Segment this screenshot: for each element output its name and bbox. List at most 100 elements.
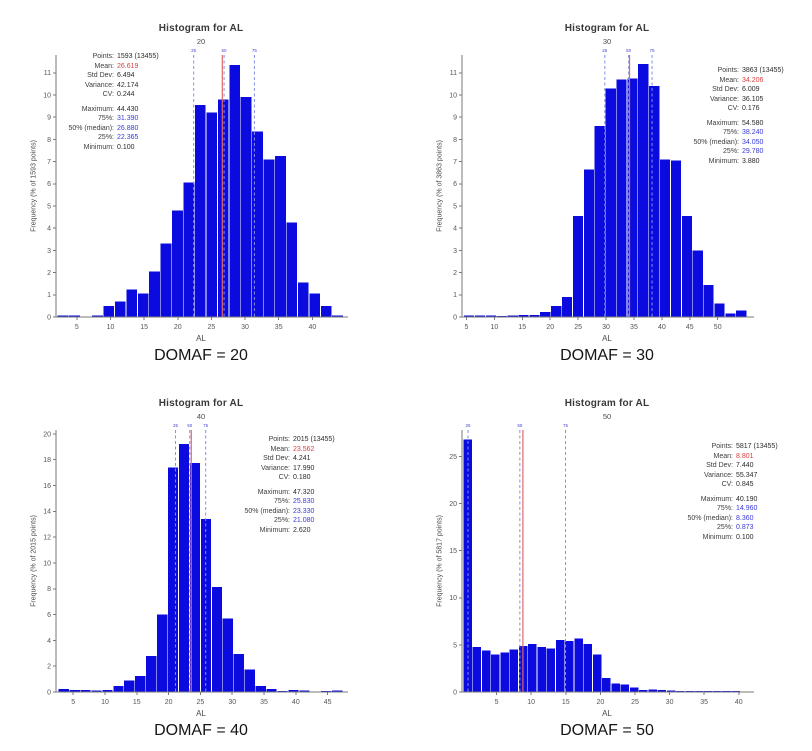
histogram-bar: [611, 683, 620, 692]
stat-value: 1593 (13455): [117, 53, 159, 60]
stat-label: Mean:: [713, 452, 733, 460]
histogram-bar: [200, 519, 212, 692]
y-tick-label: 9: [47, 115, 51, 122]
histogram-bar: [266, 688, 277, 692]
stat-row: Points: 5817 (13455): [677, 442, 778, 452]
quartile-marker-label: 50: [222, 48, 228, 53]
stat-value: 25.830: [293, 498, 315, 506]
histogram-bar: [602, 677, 611, 692]
stat-row: Variance: 42.174: [58, 81, 159, 91]
y-tick-label: 11: [44, 70, 51, 77]
histogram-bar: [594, 126, 605, 317]
stat-label: 25%:: [723, 148, 739, 156]
panel-caption: DOMAF = 50: [560, 722, 654, 739]
stat-value: 14.960: [736, 505, 758, 513]
histogram-bar: [572, 215, 584, 317]
histogram-bar: [670, 160, 682, 317]
stat-value: 3863 (13455): [742, 67, 784, 74]
stat-label: 25%:: [717, 524, 733, 532]
stat-value: 31.390: [117, 115, 139, 123]
histogram-bar: [592, 654, 602, 692]
histogram-bar: [297, 282, 309, 317]
histogram-bar: [103, 305, 115, 317]
histogram-bar: [332, 315, 343, 317]
x-tick-label: 10: [527, 699, 535, 706]
histogram-bar: [659, 159, 671, 317]
histogram-bar: [149, 271, 160, 317]
histogram-bar: [518, 315, 529, 317]
y-tick-label: 2: [47, 270, 51, 277]
stat-value: 0.100: [736, 533, 754, 541]
stat-row: Minimum: 2.620: [234, 526, 335, 536]
stat-row: 50% (median): 26.880: [58, 124, 159, 134]
stat-label: 75%:: [717, 505, 733, 513]
stat-value: 55.347: [736, 471, 758, 479]
stat-label: 75%:: [274, 498, 290, 506]
y-tick-label: 4: [47, 638, 51, 645]
x-tick-label: 10: [107, 324, 115, 331]
x-tick-label: 30: [602, 324, 610, 331]
y-tick-label: 14: [43, 509, 51, 516]
histogram-bar: [649, 86, 660, 317]
panel-caption: DOMAF = 40: [154, 722, 248, 739]
histogram-bar: [69, 690, 80, 692]
stat-value: 17.990: [293, 464, 315, 472]
stat-row: 75%: 14.960: [677, 504, 778, 514]
y-tick-label: 3: [453, 248, 457, 255]
x-tick-label: 50: [714, 324, 722, 331]
stat-label: 75%:: [723, 129, 739, 137]
histogram-bar: [509, 649, 519, 692]
histogram-bar: [252, 131, 263, 317]
histogram-bar: [657, 690, 667, 692]
x-tick-label: 20: [165, 699, 173, 706]
stat-row: Std Dev: 6.009: [683, 85, 784, 95]
histogram-bar: [562, 297, 573, 317]
stat-value: 34.050: [742, 138, 764, 146]
histogram-bar: [616, 79, 627, 317]
quartile-marker-label: 75: [203, 423, 209, 428]
stat-value: 21.080: [293, 517, 315, 525]
chart-subtitle: 40: [196, 412, 206, 421]
y-tick-label: 5: [453, 642, 457, 649]
stat-label: Maximum:: [706, 119, 739, 127]
stat-row: Std Dev: 6.494: [58, 71, 159, 81]
x-axis-label: AL: [602, 709, 612, 718]
histogram-bar: [233, 653, 244, 692]
histogram-bar: [638, 63, 649, 317]
y-tick-label: 0: [453, 689, 457, 696]
histogram-bar: [222, 618, 233, 692]
stat-value: 38.240: [742, 129, 764, 137]
y-tick-label: 10: [43, 92, 51, 99]
histogram-bar: [211, 586, 223, 692]
stat-label: CV:: [727, 105, 739, 113]
x-tick-label: 40: [658, 324, 666, 331]
x-axis-label: AL: [196, 334, 206, 343]
histogram-bar: [172, 210, 183, 317]
stat-row: Maximum: 47.320: [234, 488, 335, 498]
histogram-bar: [91, 690, 102, 692]
quartile-marker-label: 75: [650, 48, 656, 53]
y-tick-label: 5: [453, 203, 457, 210]
histogram-bar: [124, 680, 135, 692]
stat-value: 26.880: [117, 124, 139, 132]
stat-row: Std Dev: 4.241: [234, 454, 335, 464]
y-tick-label: 0: [47, 689, 51, 696]
x-tick-label: 25: [574, 324, 582, 331]
x-tick-label: 30: [241, 324, 249, 331]
stat-value: 6.009: [742, 86, 760, 94]
panel-caption: DOMAF = 20: [154, 347, 248, 364]
stat-row: Maximum: 54.580: [683, 119, 784, 129]
histogram-bar: [183, 182, 195, 317]
y-tick-label: 6: [47, 612, 51, 619]
stat-label: Variance:: [84, 81, 114, 89]
y-tick-label: 6: [453, 181, 457, 188]
stat-value: 3.880: [742, 157, 760, 165]
histogram-bar: [244, 669, 255, 692]
histogram-bar: [320, 305, 332, 317]
stat-value: 8.801: [736, 452, 754, 460]
stats-box: Points: 1593 (13455) Mean: 26.619 Std Dev: 6.…: [58, 52, 159, 152]
y-tick-label: 12: [43, 535, 51, 542]
stat-row: Mean: 26.619: [58, 62, 159, 72]
chart-subtitle: 30: [602, 37, 612, 46]
